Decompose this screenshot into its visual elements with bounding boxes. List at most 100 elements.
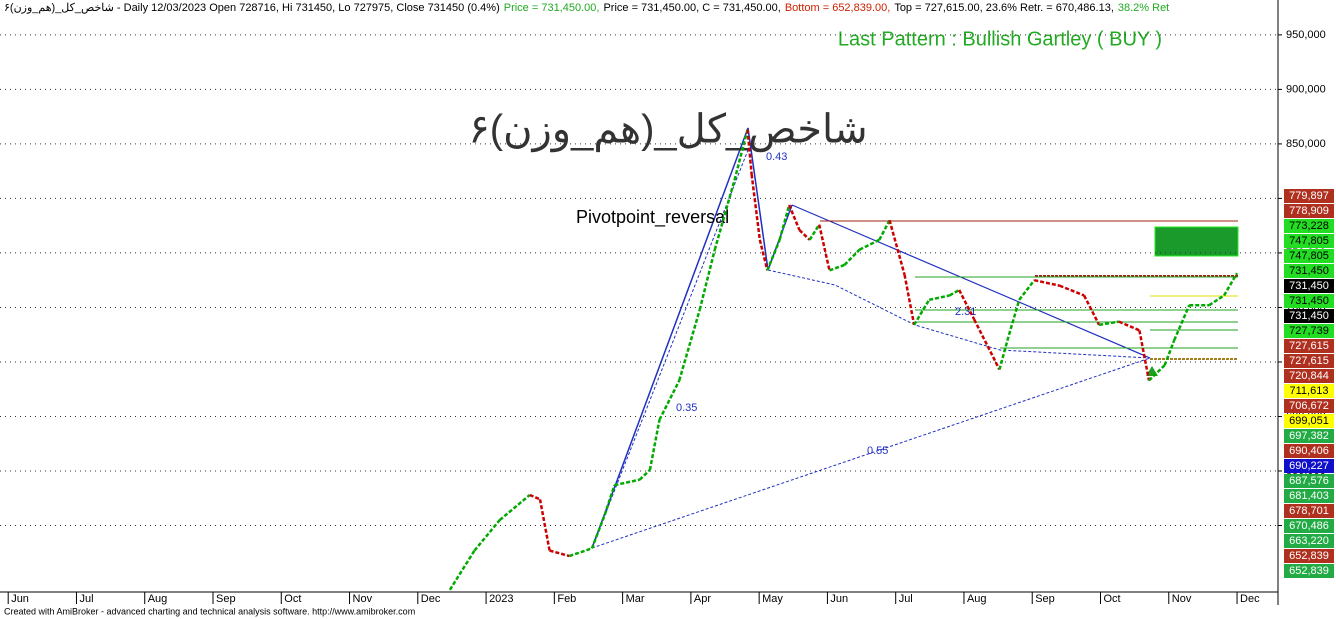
header-part: Price = 731,450.00, (504, 2, 600, 14)
price-label: 731,450 (1289, 310, 1329, 322)
price-label: 731,450 (1289, 280, 1329, 292)
x-tick-label: Jul (899, 593, 913, 605)
price-label: 690,406 (1289, 445, 1329, 457)
price-segment (1018, 279, 1036, 301)
price-segment (798, 229, 811, 241)
price-label-box (1284, 189, 1334, 203)
price-segment (678, 309, 701, 381)
price-segment (949, 288, 960, 297)
price-segment (818, 224, 831, 271)
x-tick-label: Sep (216, 593, 236, 605)
x-tick-label: Dec (1240, 593, 1260, 605)
price-label: 720,844 (1289, 370, 1329, 382)
x-tick-label: Oct (1104, 593, 1121, 605)
price-segment (658, 379, 681, 421)
price-segment (998, 334, 1011, 370)
price-label: 711,613 (1290, 385, 1329, 397)
price-label-box (1284, 264, 1334, 278)
y-tick-label: 900,000 (1286, 83, 1326, 95)
symbol-title: شاخص_کل_(هم_وزن)۶ (468, 108, 867, 153)
price-label: 663,220 (1289, 535, 1329, 547)
price-label-box (1284, 534, 1334, 548)
header: شاخص_کل_(هم_وزن)۶ - Daily 12/03/2023 Ope… (4, 2, 1169, 14)
price-label-box (1284, 429, 1334, 443)
price-segment (473, 519, 501, 552)
price-segment (878, 219, 891, 241)
price-segment (1148, 364, 1166, 382)
price-label: 706,672 (1289, 400, 1329, 412)
x-tick-label: Jun (11, 593, 29, 605)
price-label-box (1284, 309, 1334, 323)
price-label: 652,839 (1289, 550, 1329, 562)
price-segment (1118, 320, 1140, 332)
x-tick-label: Dec (421, 593, 441, 605)
price-label-box (1284, 204, 1334, 218)
price-segment (1208, 294, 1225, 307)
price-segment (1163, 339, 1176, 366)
header-part: 38.2% Ret (1118, 2, 1169, 14)
price-label-box (1284, 564, 1334, 578)
price-segment (1059, 284, 1085, 297)
header-part: Top = 727,615.00, 23.6% Retr. = 670,486.… (894, 2, 1114, 14)
price-label-box (1284, 354, 1334, 368)
pattern-dash (767, 269, 1151, 359)
price-segment (1173, 304, 1191, 341)
x-tick-label: Nov (353, 593, 373, 605)
price-label-box (1284, 279, 1334, 293)
price-segment (758, 239, 769, 271)
price-segment (788, 204, 801, 231)
price-segment (928, 294, 950, 302)
price-segment (603, 484, 616, 515)
price-label-box (1284, 369, 1334, 383)
price-label: 652,839 (1289, 565, 1329, 577)
price-label-box (1284, 474, 1334, 488)
price-label-box (1284, 249, 1334, 263)
header-part: Bottom = 652,839.00, (785, 2, 891, 14)
price-segment (1007, 299, 1021, 336)
price-label: 670,486 (1289, 520, 1329, 532)
price-label: 727,615 (1289, 340, 1329, 352)
price-label: 731,450 (1289, 295, 1329, 307)
price-segment (498, 494, 531, 522)
price-label: 773,228 (1289, 220, 1329, 232)
price-label-box (1284, 519, 1334, 533)
price-segment (448, 549, 476, 591)
price-segment (1098, 320, 1120, 327)
price-label: 687,576 (1289, 475, 1329, 487)
price-segment (1083, 294, 1101, 326)
price-segment (538, 499, 551, 551)
pattern-dash (591, 149, 749, 549)
price-label: 727,739 (1289, 325, 1329, 337)
ratio: 0.43 (766, 151, 787, 163)
price-label-box (1284, 399, 1334, 413)
price-segment (733, 129, 749, 181)
price-segment (698, 249, 716, 310)
x-tick-label: Oct (284, 593, 301, 605)
x-tick-label: 2023 (489, 593, 513, 605)
price-segment (913, 299, 931, 326)
price-segment (648, 419, 661, 471)
price-label-box (1284, 339, 1334, 353)
price-segment (766, 239, 781, 271)
price-segment (590, 514, 607, 549)
price-label: 747,805 (1289, 250, 1329, 262)
price-label-box (1284, 384, 1334, 398)
x-tick-label: Aug (148, 593, 168, 605)
price-label: 697,382 (1289, 430, 1329, 442)
footer: Created with AmiBroker - advanced charti… (4, 606, 415, 616)
price-label: 727,615 (1289, 355, 1329, 367)
price-segment (958, 289, 976, 321)
price-label: 731,450 (1289, 265, 1329, 277)
pattern-leg (791, 204, 1151, 359)
x-tick-label: Jun (830, 593, 848, 605)
price-label-box (1284, 489, 1334, 503)
y-tick-label: 850,000 (1286, 138, 1326, 150)
indicator-label: Pivotpoint_reversal (576, 207, 729, 228)
price-label-box (1284, 219, 1334, 233)
price-segment (638, 468, 651, 481)
header-part: شاخص_کل_(هم_وزن)۶ - Daily 12/03/2023 Ope… (4, 2, 500, 14)
price-segment (746, 129, 753, 175)
ratio: 0.55 (867, 445, 888, 457)
price-label: 690,227 (1289, 460, 1329, 472)
